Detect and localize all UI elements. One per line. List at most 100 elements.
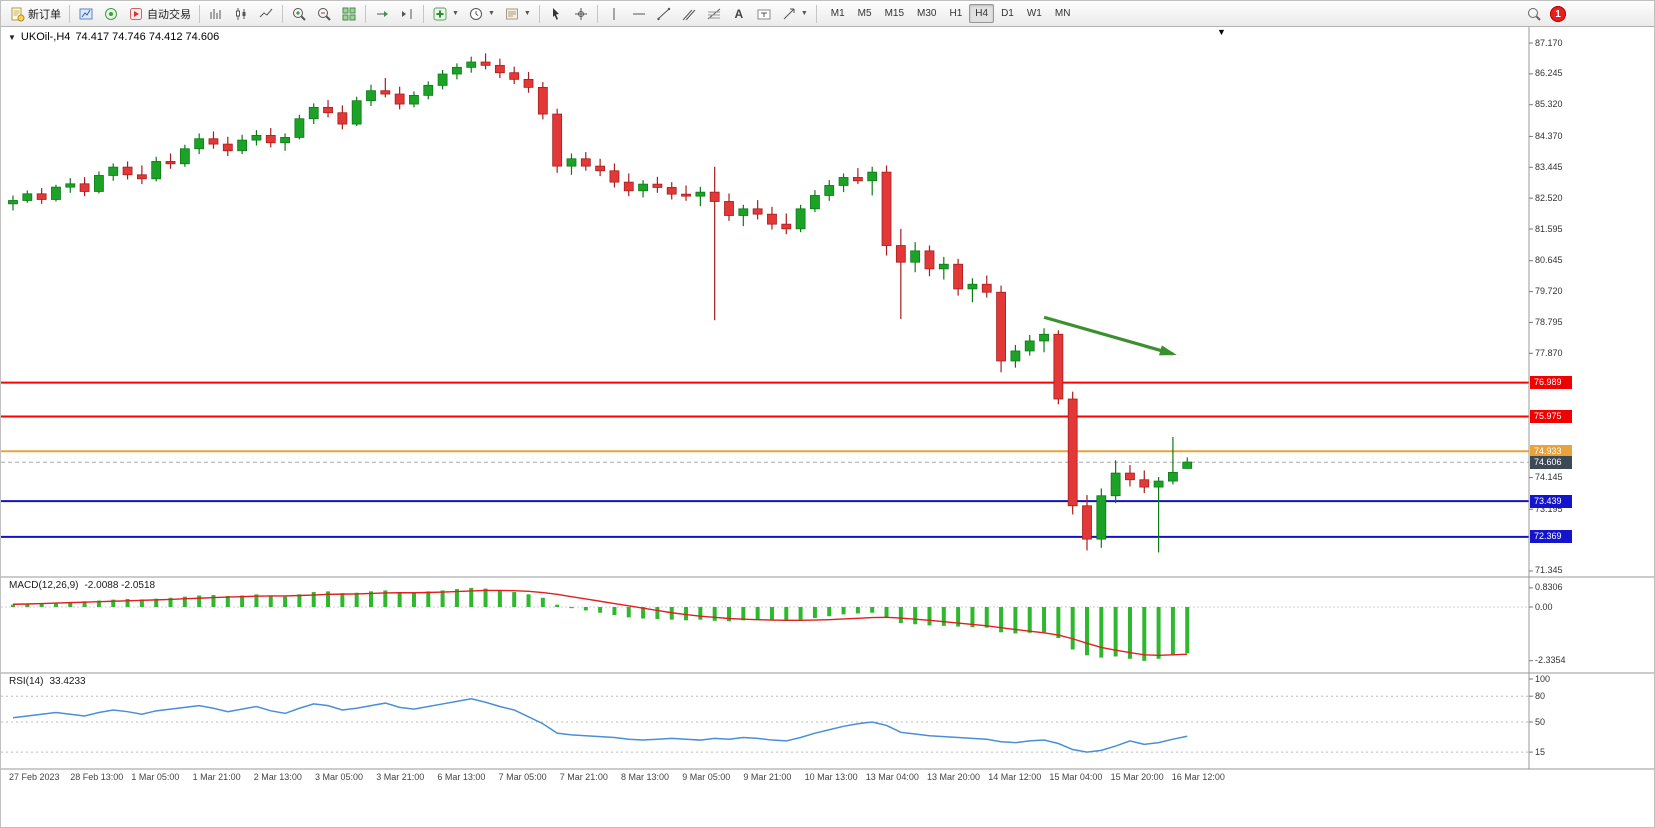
notification-badge[interactable]: 1 bbox=[1550, 6, 1566, 22]
text-button[interactable]: A bbox=[727, 3, 751, 25]
time-label: 16 Mar 12:00 bbox=[1171, 772, 1225, 782]
toolbar-separator bbox=[365, 4, 366, 23]
chart-title: ▼ UKOil-,H4 74.417 74.746 74.412 74.606 bbox=[8, 31, 219, 43]
time-label: 15 Mar 20:00 bbox=[1110, 772, 1164, 782]
auto-scroll-button[interactable] bbox=[370, 3, 394, 25]
chevron-down-icon: ▼ bbox=[487, 10, 495, 17]
time-label: 9 Mar 05:00 bbox=[682, 772, 731, 782]
candlestick-chart-icon bbox=[233, 6, 249, 22]
time-label: 15 Mar 04:00 bbox=[1049, 772, 1103, 782]
chevron-down-icon: ▼ bbox=[800, 10, 808, 17]
templates-button[interactable]: ▼ bbox=[500, 3, 535, 25]
macd-values: -2.0088 -2.0518 bbox=[84, 580, 156, 591]
timeframe-m5[interactable]: M5 bbox=[857, 8, 872, 19]
candlestick-chart-button[interactable] bbox=[229, 3, 253, 25]
zoom-in-icon bbox=[291, 6, 307, 22]
timeframe-h1[interactable]: H1 bbox=[949, 8, 963, 19]
time-label: 1 Mar 21:00 bbox=[192, 772, 241, 782]
auto-scroll-icon bbox=[374, 6, 390, 22]
time-label: 13 Mar 20:00 bbox=[927, 772, 981, 782]
time-label: 2 Mar 13:00 bbox=[253, 772, 302, 782]
chart-shift-button[interactable] bbox=[395, 3, 419, 25]
timeframe-w1[interactable]: W1 bbox=[1026, 8, 1042, 19]
time-label: 1 Mar 05:00 bbox=[131, 772, 180, 782]
vertical-line-button[interactable] bbox=[602, 3, 626, 25]
crosshair-button[interactable] bbox=[569, 3, 593, 25]
line-chart-icon bbox=[258, 6, 274, 22]
toolbar-separator bbox=[423, 4, 424, 23]
time-label: 27 Feb 2023 bbox=[9, 772, 60, 782]
arrow-tool-icon bbox=[781, 6, 797, 22]
tile-windows-icon bbox=[341, 6, 357, 22]
search-icon[interactable] bbox=[1526, 6, 1542, 22]
timeframe-m1[interactable]: M1 bbox=[830, 8, 845, 19]
zoom-in-button[interactable] bbox=[287, 3, 311, 25]
time-label: 14 Mar 12:00 bbox=[988, 772, 1042, 782]
cursor-button[interactable] bbox=[544, 3, 568, 25]
trendline-button[interactable] bbox=[652, 3, 676, 25]
trendline-icon bbox=[656, 6, 672, 22]
auto-trading-label: 自动交易 bbox=[147, 8, 191, 21]
time-label: 6 Mar 13:00 bbox=[437, 772, 486, 782]
tile-windows-button[interactable] bbox=[337, 3, 361, 25]
fibonacci-button[interactable] bbox=[702, 3, 726, 25]
new-order-icon bbox=[9, 6, 25, 22]
line-chart-button[interactable] bbox=[254, 3, 278, 25]
rsi-value: 33.4233 bbox=[49, 676, 86, 687]
time-label: 9 Mar 21:00 bbox=[743, 772, 792, 782]
timeframe-d1[interactable]: D1 bbox=[1001, 8, 1014, 19]
timeframe-m15[interactable]: M15 bbox=[884, 8, 905, 19]
bar-chart-button[interactable] bbox=[204, 3, 228, 25]
crosshair-icon bbox=[573, 6, 589, 22]
charts-button[interactable] bbox=[74, 3, 98, 25]
chart-shift-icon bbox=[399, 6, 415, 22]
market-watch-icon bbox=[103, 6, 119, 22]
chevron-down-icon: ▼ bbox=[523, 10, 531, 17]
chart-window-icon bbox=[78, 6, 94, 22]
horizontal-line-button[interactable] bbox=[627, 3, 651, 25]
arrows-button[interactable]: ▼ bbox=[777, 3, 812, 25]
zoom-out-button[interactable] bbox=[312, 3, 336, 25]
text-label-button[interactable] bbox=[752, 3, 776, 25]
time-label: 3 Mar 21:00 bbox=[376, 772, 425, 782]
channel-icon bbox=[681, 6, 697, 22]
vertical-line-icon bbox=[606, 6, 622, 22]
periods-button[interactable]: ▼ bbox=[464, 3, 499, 25]
market-watch-button[interactable] bbox=[99, 3, 123, 25]
templates-icon bbox=[504, 6, 520, 22]
horizontal-line-icon bbox=[631, 6, 647, 22]
time-axis: 27 Feb 2023 28 Feb 13:00 1 Mar 05:00 1 Mar … bbox=[1, 771, 1529, 787]
text-icon: A bbox=[734, 6, 744, 21]
fibonacci-icon bbox=[706, 6, 722, 22]
timeframe-group: M1 M5 M15 M30 H1 H4 D1 W1 MN bbox=[825, 4, 1077, 23]
rsi-panel-label: RSI(14) 33.4233 bbox=[9, 676, 86, 687]
new-order-label: 新订单 bbox=[28, 8, 61, 21]
timeframe-mn[interactable]: MN bbox=[1054, 8, 1071, 19]
time-label: 3 Mar 05:00 bbox=[315, 772, 364, 782]
toolbar-separator bbox=[815, 4, 817, 23]
toolbar-separator bbox=[596, 4, 598, 23]
channel-button[interactable] bbox=[677, 3, 701, 25]
time-label: 7 Mar 21:00 bbox=[559, 772, 608, 782]
auto-trading-icon bbox=[128, 6, 144, 22]
text-label-icon bbox=[756, 6, 772, 22]
toolbar: 新订单 自动交易 ▼ ▼ ▼ A ▼ bbox=[1, 1, 1654, 27]
toolbar-right: 1 bbox=[1526, 1, 1566, 27]
toolbar-separator bbox=[69, 4, 70, 23]
cursor-icon bbox=[548, 6, 564, 22]
new-order-button[interactable]: 新订单 bbox=[5, 3, 65, 25]
time-label: 8 Mar 13:00 bbox=[621, 772, 670, 782]
chart-shift-marker[interactable]: ▼ bbox=[1217, 27, 1226, 37]
one-click-trading-toggle[interactable]: ▼ bbox=[8, 32, 16, 42]
indicators-button[interactable]: ▼ bbox=[428, 3, 463, 25]
time-label: 7 Mar 05:00 bbox=[498, 772, 547, 782]
auto-trading-button[interactable]: 自动交易 bbox=[124, 3, 195, 25]
timeframe-h4[interactable]: H4 bbox=[969, 4, 995, 23]
time-label: 28 Feb 13:00 bbox=[70, 772, 124, 782]
macd-panel-label: MACD(12,26,9) -2.0088 -2.0518 bbox=[9, 580, 155, 591]
timeframe-m30[interactable]: M30 bbox=[917, 8, 937, 19]
indicators-add-icon bbox=[432, 6, 448, 22]
time-label: 13 Mar 04:00 bbox=[865, 772, 919, 782]
